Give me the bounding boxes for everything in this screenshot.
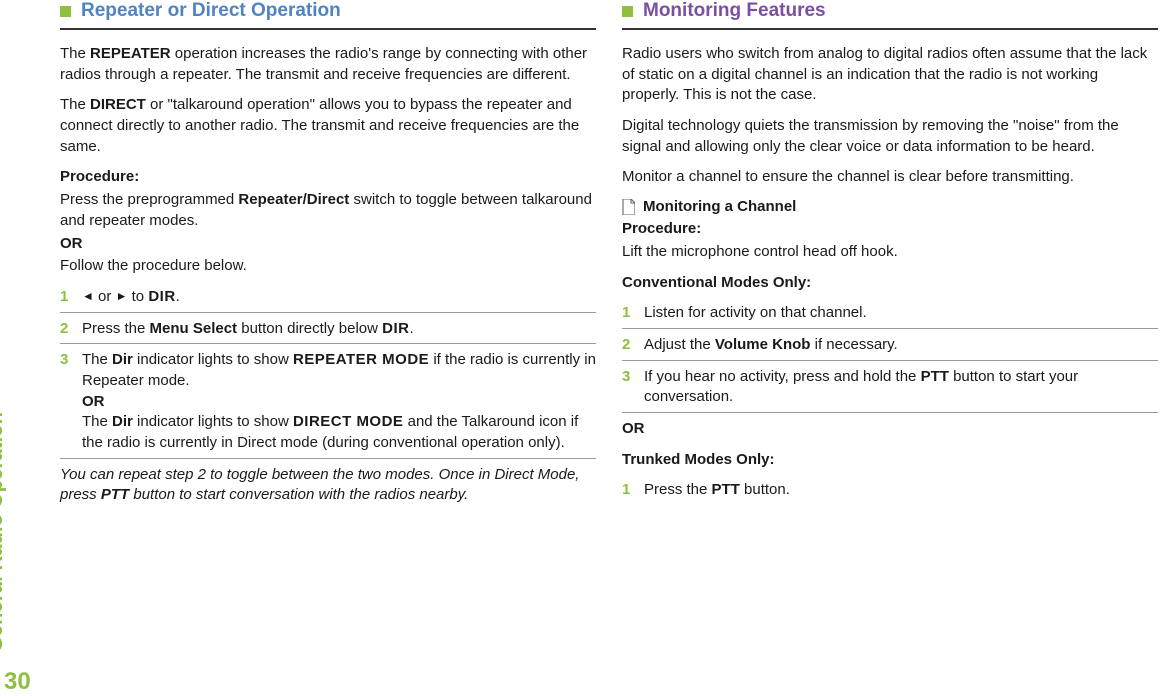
page-number: 30 bbox=[4, 668, 31, 696]
divider bbox=[60, 343, 596, 344]
step-body: The Dir indicator lights to show REPEATE… bbox=[82, 350, 596, 453]
step-number: 1 bbox=[622, 303, 644, 324]
or-label: OR bbox=[60, 234, 596, 255]
mode-label: Trunked Modes Only: bbox=[622, 450, 1158, 471]
step-2: 2 Press the Menu Select button directly … bbox=[60, 319, 596, 340]
step-c3: 3 If you hear no activity, press and hol… bbox=[622, 367, 1158, 408]
left-arrow-icon: ◄ bbox=[82, 289, 94, 303]
step-number: 1 bbox=[622, 480, 644, 501]
page: General Radio Operation 30 Repeater or D… bbox=[0, 0, 1172, 696]
paragraph: The REPEATER operation increases the rad… bbox=[60, 44, 596, 85]
subsection-header: Monitoring a Channel bbox=[622, 198, 1158, 215]
divider bbox=[622, 28, 1158, 30]
step-1: 1 ◄ or ► to DIR. bbox=[60, 287, 596, 308]
bullet-square-icon bbox=[60, 6, 71, 17]
divider bbox=[60, 458, 596, 459]
right-column: Monitoring Features Radio users who swit… bbox=[622, 0, 1158, 684]
divider bbox=[622, 360, 1158, 361]
subheading: Monitoring a Channel bbox=[643, 198, 796, 215]
step-c1: 1 Listen for activity on that channel. bbox=[622, 303, 1158, 324]
procedure-label: Procedure: bbox=[60, 167, 596, 188]
heading-monitoring: Monitoring Features bbox=[643, 0, 826, 22]
mode-label: Conventional Modes Only: bbox=[622, 273, 1158, 294]
procedure-label: Procedure: bbox=[622, 219, 1158, 240]
paragraph: Follow the procedure below. bbox=[60, 256, 596, 277]
sidebar-section-label: General Radio Operation bbox=[0, 412, 8, 652]
document-icon bbox=[622, 199, 635, 215]
step-body: ◄ or ► to DIR. bbox=[82, 287, 596, 308]
divider bbox=[622, 328, 1158, 329]
paragraph: Press the preprogrammed Repeater/Direct … bbox=[60, 190, 596, 231]
step-body: Press the PTT button. bbox=[644, 480, 1158, 501]
step-body: If you hear no activity, press and hold … bbox=[644, 367, 1158, 408]
paragraph: Lift the microphone control head off hoo… bbox=[622, 242, 1158, 263]
heading-repeater: Repeater or Direct Operation bbox=[81, 0, 341, 22]
or-label: OR bbox=[622, 419, 1158, 440]
step-body: Press the Menu Select button directly be… bbox=[82, 319, 596, 340]
left-column: Repeater or Direct Operation The REPEATE… bbox=[60, 0, 596, 684]
step-number: 2 bbox=[60, 319, 82, 340]
paragraph: Radio users who switch from analog to di… bbox=[622, 44, 1158, 106]
step-3: 3 The Dir indicator lights to show REPEA… bbox=[60, 350, 596, 453]
divider bbox=[60, 312, 596, 313]
step-number: 3 bbox=[60, 350, 82, 453]
right-arrow-icon: ► bbox=[116, 289, 128, 303]
step-c2: 2 Adjust the Volume Knob if necessary. bbox=[622, 335, 1158, 356]
footnote: You can repeat step 2 to toggle between … bbox=[60, 465, 596, 506]
paragraph: The DIRECT or "talkaround operation" all… bbox=[60, 95, 596, 157]
content-columns: Repeater or Direct Operation The REPEATE… bbox=[54, 0, 1172, 696]
section-header-monitoring: Monitoring Features bbox=[622, 0, 1158, 22]
step-t1: 1 Press the PTT button. bbox=[622, 480, 1158, 501]
divider bbox=[622, 412, 1158, 413]
step-number: 2 bbox=[622, 335, 644, 356]
step-number: 1 bbox=[60, 287, 82, 308]
divider bbox=[60, 28, 596, 30]
sidebar: General Radio Operation 30 bbox=[0, 0, 54, 696]
bullet-square-icon bbox=[622, 6, 633, 17]
section-header-repeater: Repeater or Direct Operation bbox=[60, 0, 596, 22]
paragraph: Monitor a channel to ensure the channel … bbox=[622, 167, 1158, 188]
step-body: Adjust the Volume Knob if necessary. bbox=[644, 335, 1158, 356]
step-number: 3 bbox=[622, 367, 644, 408]
step-body: Listen for activity on that channel. bbox=[644, 303, 1158, 324]
paragraph: Digital technology quiets the transmissi… bbox=[622, 116, 1158, 157]
